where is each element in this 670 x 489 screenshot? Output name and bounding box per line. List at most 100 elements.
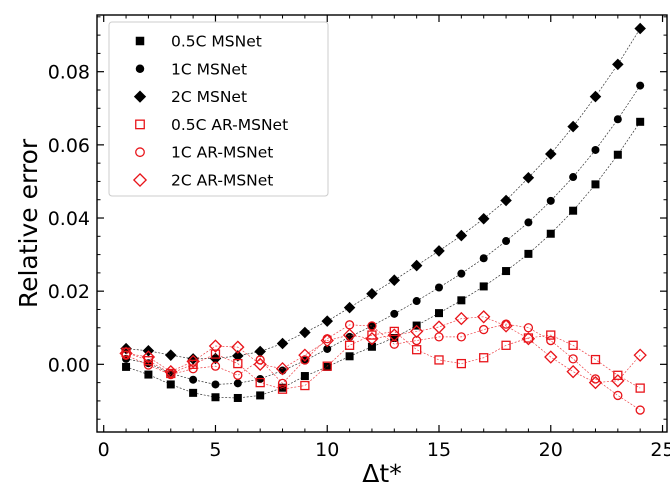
series-3-point bbox=[321, 315, 333, 327]
series-6-point bbox=[365, 332, 379, 346]
series-3-point bbox=[366, 287, 378, 300]
series-6-point bbox=[566, 364, 580, 379]
series-2-point bbox=[457, 269, 466, 278]
series-4-point bbox=[344, 340, 355, 350]
series-2-point bbox=[211, 380, 220, 389]
series-1-point bbox=[502, 267, 511, 276]
series-6-point bbox=[320, 333, 334, 348]
legend-marker bbox=[133, 90, 147, 103]
series-2-point bbox=[435, 283, 443, 292]
series-3-point bbox=[388, 274, 401, 286]
series-5-point bbox=[590, 374, 601, 384]
series-4-point bbox=[546, 330, 556, 340]
series-6-point bbox=[342, 328, 357, 342]
series-5-point bbox=[322, 334, 332, 344]
legend-marker bbox=[135, 36, 145, 46]
series-4-point bbox=[188, 359, 198, 369]
series-6-point bbox=[164, 364, 178, 379]
series-6-point bbox=[387, 328, 401, 342]
series-3-point bbox=[299, 326, 311, 339]
series-4-point bbox=[568, 340, 578, 350]
series-4-point bbox=[434, 355, 444, 365]
series-4-point bbox=[367, 330, 377, 340]
axes-layer: 0 5 10 15 20 25 0.00 0.02 0.04 0.06 0.08 bbox=[48, 14, 670, 461]
series-3-point bbox=[567, 120, 579, 133]
x-tick-label: 0 bbox=[98, 439, 110, 461]
legend-frame bbox=[108, 21, 329, 197]
series-6-point bbox=[253, 357, 267, 372]
series-2-point bbox=[390, 309, 399, 318]
legend-entry: 0.5C MSNet bbox=[135, 33, 262, 51]
series-6-point bbox=[588, 375, 603, 390]
series-6-point bbox=[141, 350, 156, 364]
series-5-point bbox=[546, 335, 556, 346]
series-1-point bbox=[390, 333, 399, 342]
series-1-point bbox=[345, 352, 354, 361]
series-4-point bbox=[479, 353, 489, 363]
x-tick-label: 25 bbox=[650, 439, 670, 461]
series-2-point bbox=[479, 254, 488, 263]
series-4-point bbox=[456, 358, 467, 369]
series-4 bbox=[121, 326, 645, 394]
legend-label: 1C AR-MSNet bbox=[171, 144, 273, 162]
series-2-point bbox=[502, 237, 511, 246]
series-1-point bbox=[144, 370, 153, 379]
series-3-point bbox=[232, 350, 244, 362]
series-3-point bbox=[276, 337, 289, 350]
series-2-point bbox=[278, 366, 287, 375]
y-tick-label: 0.06 bbox=[48, 135, 90, 157]
series-5-point bbox=[479, 324, 489, 335]
series-5-point bbox=[613, 390, 623, 401]
y-tick-label: 0.02 bbox=[48, 281, 90, 303]
series-2-point bbox=[323, 344, 332, 353]
series-5-point bbox=[210, 361, 221, 371]
series-1-point bbox=[233, 393, 242, 402]
series-6-point bbox=[275, 362, 290, 376]
series-6-point bbox=[633, 348, 647, 362]
series-3-point bbox=[589, 90, 602, 103]
legend-marker bbox=[135, 64, 145, 74]
legend-entry: 0.5C AR-MSNet bbox=[135, 116, 288, 134]
x-tick-label: 10 bbox=[315, 439, 339, 461]
series-3-point bbox=[343, 301, 356, 314]
series-1-point bbox=[479, 282, 488, 291]
series-6-point bbox=[119, 346, 133, 361]
series-1-point bbox=[166, 380, 175, 389]
series-5-point bbox=[523, 323, 534, 333]
series-4-line bbox=[125, 331, 641, 390]
series-3-point bbox=[522, 172, 535, 184]
series-5-point bbox=[188, 364, 198, 374]
legend-entry: 2C MSNet bbox=[133, 88, 247, 106]
series-3-point bbox=[433, 245, 445, 257]
series-5-point bbox=[367, 321, 377, 331]
series-4-point bbox=[277, 384, 288, 394]
series-5-point bbox=[277, 378, 288, 389]
legend-entry: 1C MSNet bbox=[135, 60, 247, 78]
series-5-point bbox=[568, 354, 578, 364]
legend-marker bbox=[135, 119, 145, 130]
series-4-point bbox=[233, 358, 243, 369]
series-2-line bbox=[125, 85, 641, 385]
series-3-point bbox=[455, 229, 468, 242]
series-5-point bbox=[635, 405, 645, 415]
legend-marker bbox=[135, 147, 145, 158]
series-5-point bbox=[456, 332, 467, 342]
series-4-point bbox=[501, 340, 511, 350]
series-4-point bbox=[255, 377, 265, 388]
series-6-point bbox=[186, 354, 200, 369]
series-5-point bbox=[143, 360, 154, 370]
series-5-point bbox=[233, 370, 243, 380]
series-2-point bbox=[524, 218, 533, 227]
series-2-point bbox=[591, 145, 600, 154]
series-3-point bbox=[634, 22, 646, 35]
series-5-point bbox=[300, 355, 310, 365]
legend: 0.5C MSNet 1C MSNet 2C MSNet 0.5C AR-MSNet 1… bbox=[108, 21, 329, 197]
series-6-point bbox=[499, 319, 513, 333]
series-4-point bbox=[300, 380, 310, 391]
series-2-point bbox=[412, 297, 421, 306]
series-2-point bbox=[569, 173, 578, 182]
series-6-point bbox=[611, 374, 625, 388]
series-4-point bbox=[411, 345, 422, 355]
series-1-point bbox=[569, 206, 578, 215]
series-6-point bbox=[544, 350, 558, 364]
